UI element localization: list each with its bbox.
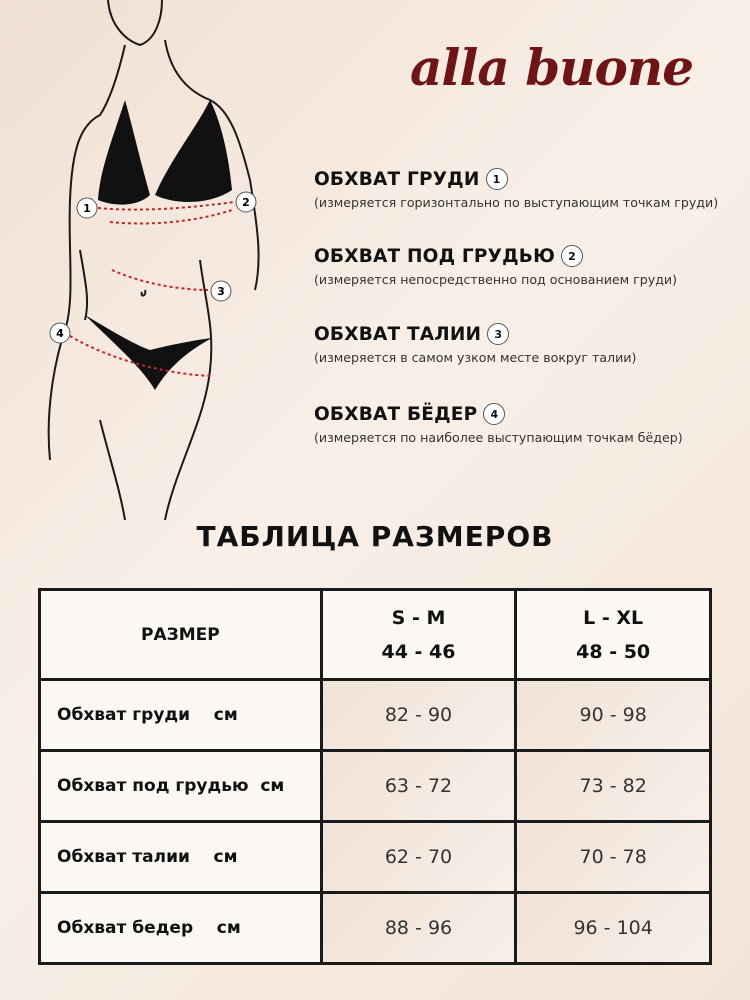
cell-value: 62 - 70 [319, 820, 518, 894]
row-label: Обхват талии см [38, 820, 323, 894]
measure-description: (измеряется непосредственно под основани… [314, 272, 677, 287]
cell-value: 70 - 78 [514, 820, 712, 894]
size-letter: S - M [391, 606, 446, 629]
marker-1: 1 [83, 202, 91, 215]
table-row: Обхват груди см 82 - 90 90 - 98 [38, 678, 712, 752]
number-badge: 4 [483, 403, 506, 425]
size-table-title: ТАБЛИЦА РАЗМЕРОВ [196, 520, 554, 553]
table-row: Обхват под грудью см 63 - 72 73 - 82 [38, 749, 712, 823]
size-table: РАЗМЕР S - M 44 - 46 L - XL 48 - 50 Обхват… [38, 588, 712, 965]
row-label: Обхват бедер см [38, 891, 323, 965]
measure-point-markers: 1 2 3 4 [49, 191, 257, 344]
table-header-row: РАЗМЕР S - M 44 - 46 L - XL 48 - 50 [38, 588, 712, 681]
number-badge: 1 [485, 168, 508, 190]
measure-title: ОБХВАТ ПОД ГРУДЬЮ [314, 245, 556, 267]
marker-4: 4 [56, 327, 64, 340]
measure-description: (измеряется по наиболее выступающим точк… [314, 430, 683, 445]
cell-value: 63 - 72 [319, 749, 518, 823]
table-row: Обхват талии см 62 - 70 70 - 78 [38, 820, 712, 894]
row-label: Обхват груди см [38, 678, 323, 752]
measure-title: ОБХВАТ БЁДЕР [314, 403, 478, 425]
measure-description: (измеряется горизонтально по выступающим… [314, 195, 719, 210]
table-row: Обхват бедер см 88 - 96 96 - 104 [38, 891, 712, 965]
header-size-label: РАЗМЕР [38, 588, 323, 681]
brand-logo: alla buone [410, 38, 694, 97]
cell-value: 73 - 82 [514, 749, 712, 823]
size-ru: 48 - 50 [576, 640, 651, 663]
cell-value: 96 - 104 [514, 891, 712, 965]
header-col-lxl: L - XL 48 - 50 [514, 588, 712, 681]
number-badge: 3 [487, 323, 510, 345]
measure-chest: ОБХВАТ ГРУДИ 1 (измеряется горизонтально … [314, 168, 718, 210]
marker-2: 2 [242, 196, 250, 209]
row-label: Обхват под грудью см [38, 749, 323, 823]
header-col-sm: S - M 44 - 46 [319, 588, 518, 681]
measure-waist: ОБХВАТ ТАЛИИ 3 (измеряется в самом узком … [314, 323, 636, 365]
measure-underbust: ОБХВАТ ПОД ГРУДЬЮ 2 (измеряется непосредс… [314, 245, 677, 287]
cell-value: 88 - 96 [319, 891, 518, 965]
measure-hips: ОБХВАТ БЁДЕР 4 (измеряется по наиболее вы… [314, 403, 683, 445]
number-badge: 2 [561, 245, 584, 267]
size-ru: 44 - 46 [381, 640, 456, 663]
measure-description: (измеряется в самом узком месте вокруг т… [314, 350, 637, 365]
size-letter: L - XL [583, 606, 644, 629]
measure-title: ОБХВАТ ТАЛИИ [314, 323, 482, 345]
cell-value: 90 - 98 [514, 678, 712, 752]
marker-3: 3 [217, 285, 225, 298]
body-figure-illustration: 1 2 3 4 [47, 0, 260, 520]
measure-title: ОБХВАТ ГРУДИ [314, 168, 480, 190]
cell-value: 82 - 90 [319, 678, 518, 752]
